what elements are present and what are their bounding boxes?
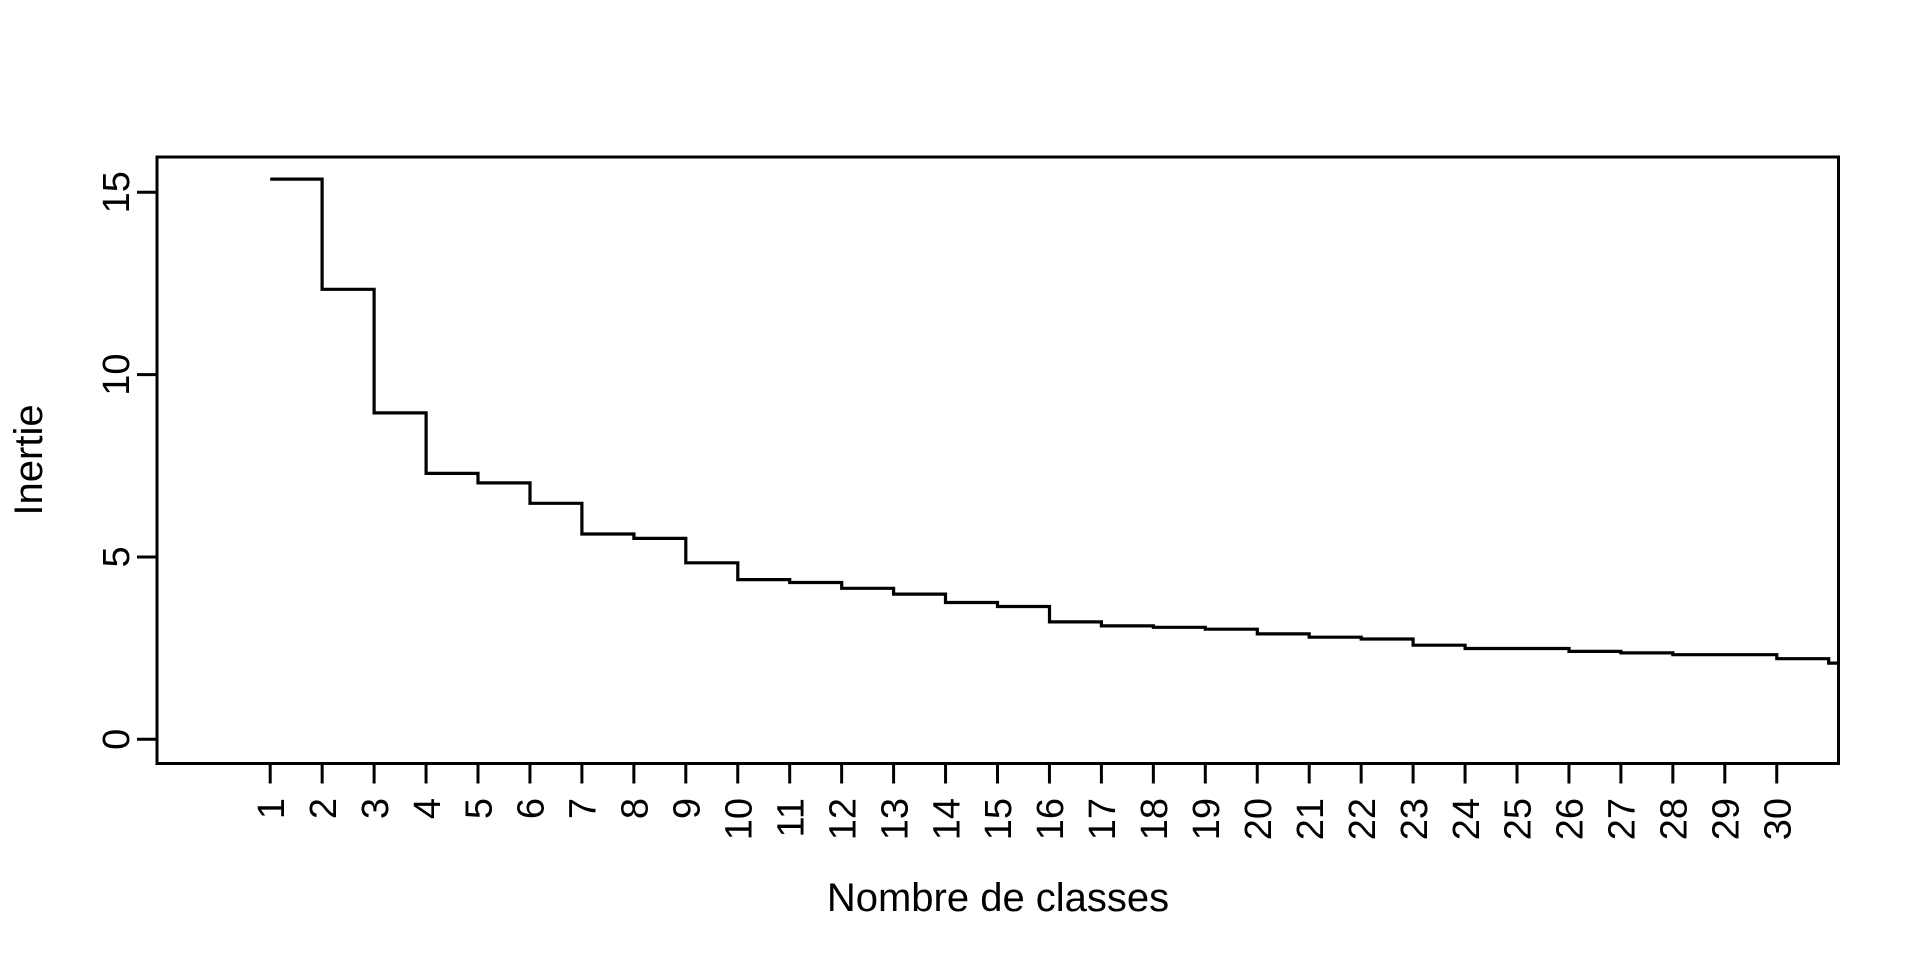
x-tick-label: 19 <box>1186 798 1228 840</box>
x-axis-title: Nombre de classes <box>826 876 1170 920</box>
step-curve <box>270 177 1837 665</box>
x-tick-label: 27 <box>1602 798 1644 840</box>
x-tick-label: 8 <box>615 798 657 819</box>
plot-box <box>155 155 1840 765</box>
x-tick-label: 17 <box>1082 798 1124 840</box>
y-tick-label: 15 <box>96 171 138 213</box>
y-tick-label: 5 <box>96 546 138 567</box>
x-tick-label: 2 <box>303 798 345 819</box>
x-tick-label: 3 <box>355 798 397 819</box>
y-tick-label: 10 <box>96 353 138 395</box>
x-tick-label: 9 <box>667 798 709 819</box>
inertia-step-line <box>270 177 1837 665</box>
x-tick-label: 24 <box>1446 798 1488 840</box>
x-tick-label: 28 <box>1654 798 1696 840</box>
x-tick-label: 25 <box>1498 798 1540 840</box>
x-tick-label: 26 <box>1550 798 1592 840</box>
x-tick-label: 23 <box>1394 798 1436 840</box>
x-tick-label: 14 <box>926 798 968 840</box>
y-tick-label: 0 <box>96 729 138 750</box>
y-axis-title: Inertie <box>7 404 51 516</box>
x-tick-label: 29 <box>1706 798 1748 840</box>
x-tick-label: 22 <box>1342 798 1384 840</box>
plot-border <box>155 155 1840 765</box>
x-tick-label: 1 <box>251 798 293 819</box>
y-axis: 0 5 10 15 <box>96 171 159 750</box>
x-tick-label: 7 <box>563 798 605 819</box>
x-tick-label: 16 <box>1030 798 1072 840</box>
x-tick-label: 6 <box>511 798 553 819</box>
x-tick-label: 13 <box>874 798 916 840</box>
x-tick-label: 20 <box>1238 798 1280 840</box>
x-tick-label: 5 <box>459 798 501 819</box>
x-tick-label: 30 <box>1757 798 1799 840</box>
x-tick-label: 18 <box>1134 798 1176 840</box>
x-tick-label: 12 <box>822 798 864 840</box>
x-tick-label: 4 <box>407 798 449 819</box>
x-axis: 1 2 3 4 5 6 7 8 9 10 11 12 13 14 15 16 17 18 19 20 21 22 23 24 2… <box>251 762 1799 840</box>
x-tick-label: 21 <box>1290 798 1332 840</box>
x-tick-label: 10 <box>718 798 760 840</box>
x-tick-label: 15 <box>978 798 1020 840</box>
x-tick-label: 11 <box>770 798 812 837</box>
